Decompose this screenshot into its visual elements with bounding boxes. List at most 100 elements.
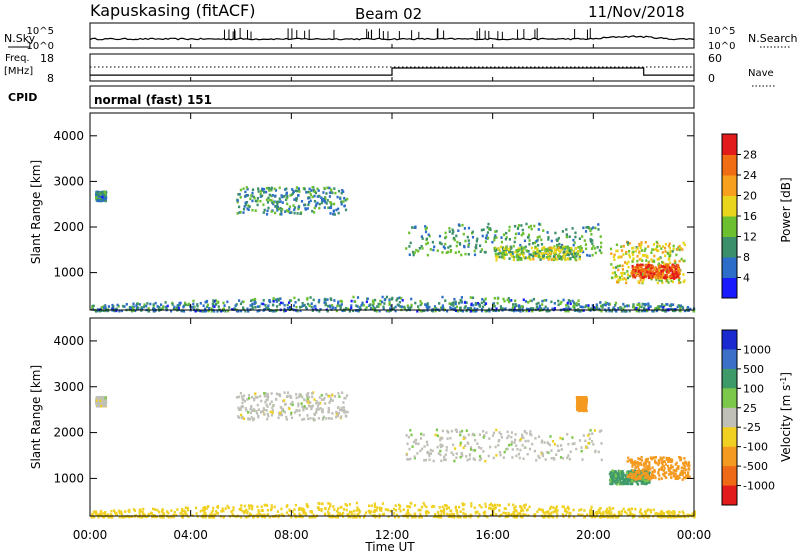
data-cell bbox=[645, 263, 648, 267]
data-cell bbox=[616, 480, 619, 484]
data-cell bbox=[323, 297, 327, 301]
data-cell bbox=[630, 458, 633, 461]
data-cell bbox=[542, 257, 545, 260]
data-cell bbox=[459, 433, 462, 437]
data-cell bbox=[671, 263, 674, 267]
data-cell bbox=[322, 398, 325, 401]
data-cell bbox=[531, 255, 535, 258]
data-cell bbox=[484, 236, 488, 240]
data-cell bbox=[356, 305, 359, 308]
data-cell bbox=[564, 513, 567, 517]
data-cell bbox=[161, 509, 164, 512]
data-cell bbox=[294, 503, 297, 507]
data-cell bbox=[332, 505, 335, 508]
data-cell bbox=[104, 396, 107, 400]
data-cell bbox=[365, 511, 368, 514]
data-cell bbox=[171, 301, 174, 305]
data-cell bbox=[652, 473, 655, 477]
data-cell bbox=[636, 483, 640, 486]
data-cell bbox=[303, 398, 306, 402]
data-cell bbox=[637, 271, 640, 275]
data-cell bbox=[661, 251, 664, 254]
data-cell bbox=[275, 392, 278, 396]
data-cell bbox=[667, 308, 670, 311]
data-cell bbox=[508, 229, 511, 232]
data-cell bbox=[521, 509, 525, 512]
data-cell bbox=[317, 508, 320, 511]
data-cell bbox=[610, 475, 613, 478]
data-cell bbox=[487, 222, 490, 226]
data-cell bbox=[262, 203, 265, 207]
data-cell bbox=[315, 203, 318, 206]
data-cell bbox=[628, 309, 631, 313]
data-cell bbox=[329, 502, 332, 506]
data-cell bbox=[678, 245, 681, 248]
data-cell bbox=[542, 515, 545, 519]
data-cell bbox=[615, 516, 618, 519]
data-cell bbox=[103, 399, 106, 403]
data-cell bbox=[147, 310, 150, 313]
data-cell bbox=[304, 306, 308, 309]
data-cell bbox=[668, 275, 671, 278]
data-cell bbox=[385, 309, 388, 313]
data-cell bbox=[104, 309, 107, 313]
data-cell bbox=[434, 513, 437, 516]
data-cell bbox=[532, 307, 535, 310]
data-cell bbox=[266, 398, 269, 401]
data-cell bbox=[636, 474, 639, 478]
data-cell bbox=[352, 516, 355, 519]
data-cell bbox=[95, 191, 98, 195]
data-cell bbox=[263, 208, 266, 212]
data-cell bbox=[670, 308, 673, 311]
data-cell bbox=[513, 506, 516, 510]
data-cell bbox=[311, 186, 314, 189]
data-cell bbox=[100, 512, 103, 516]
data-cell bbox=[281, 301, 284, 305]
data-cell bbox=[330, 417, 333, 420]
data-cell bbox=[620, 310, 623, 313]
data-cell bbox=[291, 403, 294, 407]
data-cell bbox=[498, 504, 501, 507]
data-cell bbox=[599, 304, 603, 308]
data-cell bbox=[508, 250, 511, 254]
data-cell bbox=[120, 510, 123, 514]
data-cell bbox=[472, 448, 475, 452]
data-cell bbox=[503, 450, 506, 454]
data-cell bbox=[445, 449, 448, 452]
data-cell bbox=[237, 415, 240, 418]
data-cell bbox=[397, 503, 401, 507]
data-cell bbox=[283, 411, 286, 414]
data-cell bbox=[277, 299, 280, 302]
data-cell bbox=[462, 435, 466, 439]
data-cell bbox=[245, 194, 248, 197]
data-cell bbox=[332, 306, 335, 309]
data-cell bbox=[494, 230, 497, 233]
data-cell bbox=[622, 479, 625, 482]
data-cell bbox=[584, 409, 587, 412]
data-cell bbox=[262, 302, 265, 306]
data-cell bbox=[600, 241, 603, 245]
data-cell bbox=[547, 249, 550, 253]
data-cell bbox=[313, 206, 316, 210]
data-cell bbox=[345, 306, 348, 310]
data-cell bbox=[488, 503, 491, 507]
data-cell bbox=[199, 302, 202, 305]
data-cell bbox=[211, 509, 214, 513]
data-cell bbox=[134, 514, 137, 517]
data-cell bbox=[630, 507, 634, 511]
data-cell bbox=[634, 473, 637, 477]
data-cell bbox=[683, 457, 686, 460]
data-cell bbox=[357, 508, 360, 511]
data-cell bbox=[309, 405, 312, 408]
data-cell bbox=[653, 254, 656, 258]
data-cell bbox=[293, 208, 296, 212]
data-cell bbox=[686, 513, 689, 517]
data-cell bbox=[279, 301, 283, 305]
data-cell bbox=[511, 513, 514, 516]
data-cell bbox=[417, 305, 420, 308]
data-cell bbox=[570, 249, 573, 252]
data-cell bbox=[546, 515, 549, 518]
data-cell bbox=[329, 201, 332, 204]
data-cell bbox=[627, 508, 630, 512]
data-cell bbox=[276, 203, 279, 207]
